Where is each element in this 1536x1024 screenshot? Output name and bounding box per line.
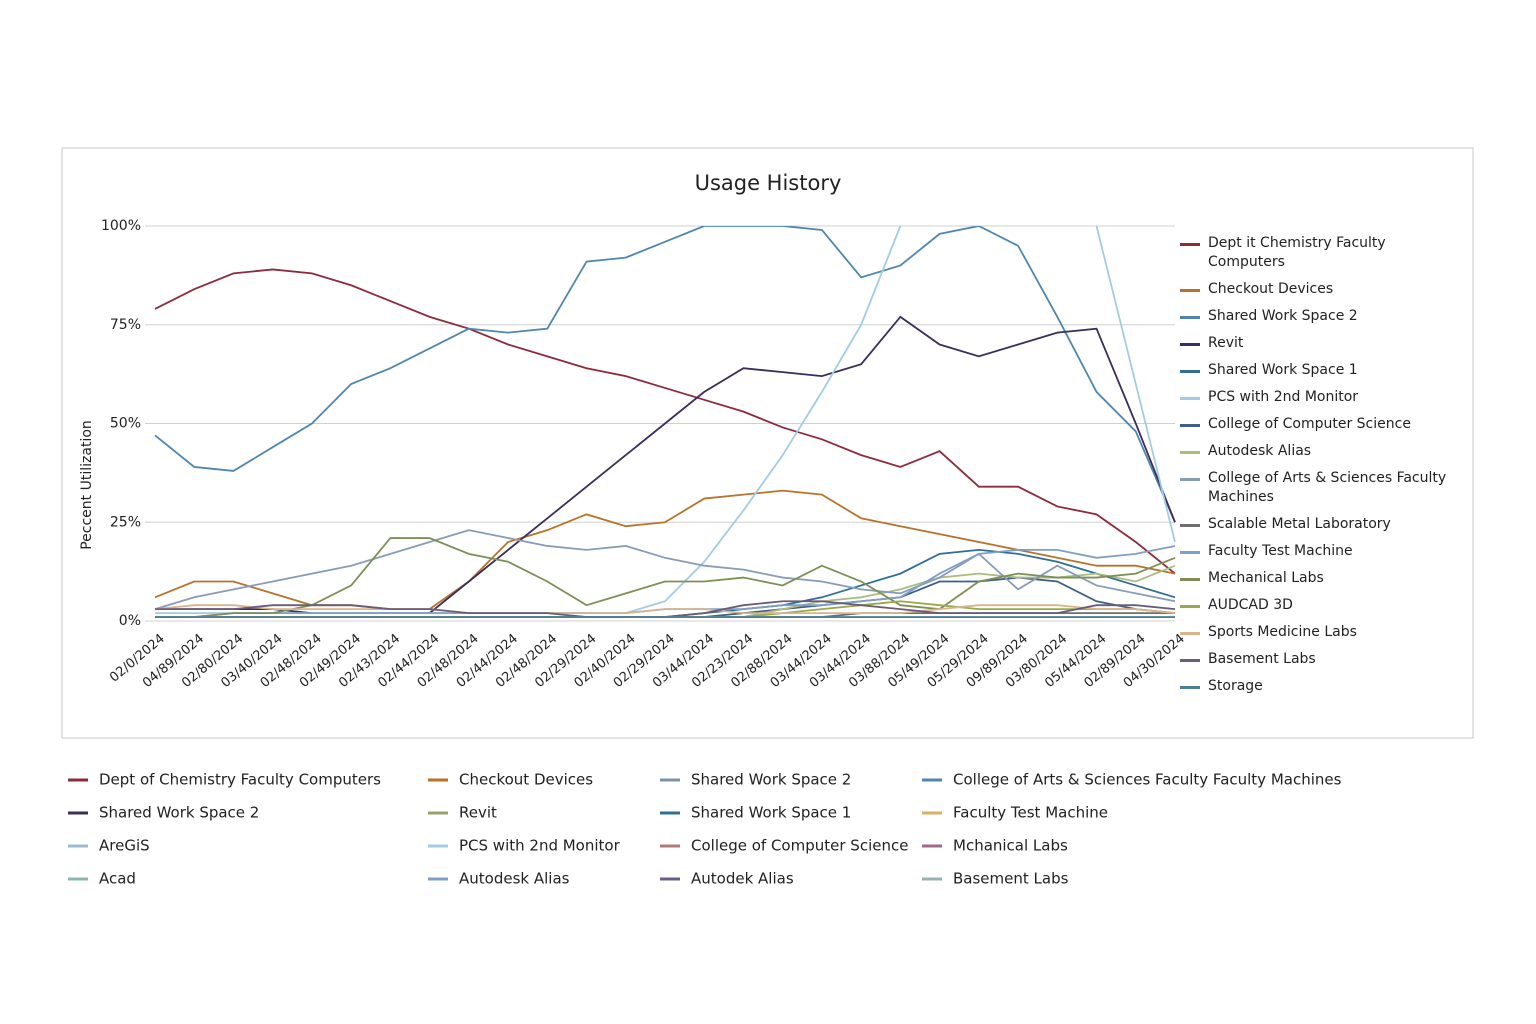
legend-item: Revit: [1180, 334, 1460, 353]
legend-swatch: [1180, 370, 1200, 373]
legend-label: Dept of Chemistry Faculty Computers: [99, 771, 381, 789]
legend-item: College of Arts & Sciences Faculty Machi…: [1180, 469, 1460, 507]
legend-item: Storage: [1180, 677, 1460, 696]
legend-label: Faculty Test Machine: [1208, 543, 1353, 559]
series-line: [155, 576, 1176, 618]
legend-label: Checkout Devices: [1208, 281, 1334, 297]
series-line: [155, 548, 1176, 618]
legend-swatch: [1180, 605, 1200, 608]
legend-item: PCS with 2nd Monitor: [1180, 388, 1460, 407]
legend-swatch: [1180, 478, 1200, 481]
legend-label: College of Computer Science: [1208, 416, 1411, 432]
y-tick-label: 50%: [110, 416, 141, 432]
legend-label: Storage: [1208, 678, 1263, 694]
series-line: [155, 315, 1176, 614]
legend-swatch: [1180, 243, 1200, 246]
legend-label: College of Computer Science: [691, 837, 908, 855]
legend-item: Shared Work Space 2: [1180, 307, 1460, 326]
y-tick-label: 25%: [110, 514, 141, 530]
legend-label: PCS with 2nd Monitor: [1208, 389, 1359, 405]
legend-label: Shared Work Space 1: [691, 804, 851, 822]
legend-swatch: [1180, 343, 1200, 346]
legend-swatch: [1180, 451, 1200, 454]
legend-item: Checkout Devices: [1180, 280, 1460, 299]
legend-item: Faculty Test Machine: [1180, 542, 1460, 561]
legend-item: Mechanical Labs: [1180, 569, 1460, 588]
legend-item: College of Computer Science: [1180, 415, 1460, 434]
legend-label: College of Arts & Sciences Faculty Machi…: [1208, 470, 1447, 505]
y-tick-label: 75%: [110, 317, 141, 333]
legend-item: Basement Labs: [1180, 650, 1460, 669]
series-line: [154, 226, 1176, 523]
legend-swatch: [1180, 316, 1200, 319]
legend-label: Scalable Metal Laboratory: [1208, 516, 1391, 532]
legend-item: Scalable Metal Laboratory: [1180, 515, 1460, 534]
series-line: [154, 604, 1176, 614]
series-line: [154, 529, 1176, 611]
legend-swatch: [1180, 524, 1200, 527]
legend-label: Revit: [459, 804, 497, 822]
y-tick-label: 0%: [119, 613, 141, 629]
legend-swatch: [1180, 659, 1200, 662]
legend-label: Revit: [1208, 335, 1244, 351]
legend-label: AreGiS: [99, 837, 150, 855]
chart-frame: [61, 147, 1474, 739]
legend-label: Sports Medicine Labs: [1208, 624, 1357, 640]
legend-swatch: [1180, 424, 1200, 427]
legend-label: PCS with 2nd Monitor: [459, 837, 621, 855]
legend-label: Dept it Chemistry Faculty Computers: [1208, 235, 1386, 270]
legend-label: Autodesk Alias: [459, 870, 570, 888]
legend-swatch: [1180, 632, 1200, 635]
y-tick-label: 100%: [101, 218, 141, 234]
legend-label: Shared Work Space 2: [99, 804, 259, 822]
legend-label: Basement Labs: [1208, 651, 1316, 667]
legend-label: Autodesk Alias: [1208, 443, 1312, 459]
chart-title: Usage History: [695, 171, 842, 195]
legend-item: Dept it Chemistry Faculty Computers: [1180, 234, 1460, 272]
legend-item: Shared Work Space 1: [1180, 361, 1460, 380]
legend-label: Mechanical Labs: [1208, 570, 1324, 586]
legend-swatch: [1180, 551, 1200, 554]
legend-item: Sports Medicine Labs: [1180, 623, 1460, 642]
legend-label: Basement Labs: [953, 870, 1069, 888]
legend-swatch: [1180, 289, 1200, 292]
legend: Dept it Chemistry Faculty Computers Check…: [1180, 234, 1460, 704]
legend-item: Autodesk Alias: [1180, 442, 1460, 461]
legend-item: AUDCAD 3D: [1180, 596, 1460, 615]
legend-label: Acad: [99, 870, 136, 888]
y-axis-label: Peccent Utilization: [79, 420, 95, 550]
legend-label: AUDCAD 3D: [1208, 597, 1293, 613]
legend-label: College of Arts & Sciences Faculty Facul…: [953, 771, 1342, 789]
legend-swatch: [1180, 686, 1200, 689]
series-line: [154, 268, 1176, 575]
legend-swatch: [1180, 578, 1200, 581]
legend-label: Mchanical Labs: [953, 837, 1068, 855]
legend-label: Shared Work Space 2: [691, 771, 851, 789]
legend-label: Shared Work Space 1: [1208, 362, 1358, 378]
series-line: [155, 537, 1176, 618]
legend-swatch: [1180, 397, 1200, 400]
legend-label: Checkout Devices: [459, 771, 593, 789]
legend-label: Shared Work Space 2: [1208, 308, 1358, 324]
legend-label: Autodek Alias: [691, 870, 794, 888]
plot-lines: [154, 226, 1176, 618]
legend-label: Faculty Test Machine: [953, 804, 1108, 822]
